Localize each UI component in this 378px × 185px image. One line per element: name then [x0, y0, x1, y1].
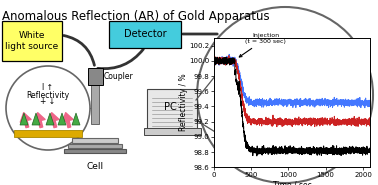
Polygon shape — [58, 113, 66, 125]
Circle shape — [6, 66, 90, 150]
FancyBboxPatch shape — [109, 21, 181, 48]
FancyBboxPatch shape — [72, 138, 118, 143]
Polygon shape — [46, 113, 54, 125]
Polygon shape — [72, 113, 80, 125]
Text: Detector: Detector — [124, 29, 166, 39]
FancyBboxPatch shape — [91, 84, 99, 124]
FancyArrowPatch shape — [34, 113, 45, 128]
FancyBboxPatch shape — [144, 127, 200, 134]
FancyBboxPatch shape — [87, 68, 102, 85]
Y-axis label: Reflectivity / %: Reflectivity / % — [179, 74, 188, 132]
Text: Cell: Cell — [87, 162, 104, 171]
Circle shape — [197, 7, 373, 183]
FancyBboxPatch shape — [147, 89, 197, 129]
Polygon shape — [32, 113, 40, 125]
FancyBboxPatch shape — [64, 149, 126, 153]
FancyArrowPatch shape — [20, 113, 31, 128]
FancyArrowPatch shape — [98, 49, 143, 69]
Text: I ↑: I ↑ — [42, 83, 54, 92]
Text: Anomalous Reflection (AR) of Gold Apparatus: Anomalous Reflection (AR) of Gold Appara… — [2, 10, 270, 23]
Text: PC: PC — [164, 102, 177, 112]
Text: Coupler: Coupler — [104, 72, 134, 81]
Text: White
light source: White light source — [5, 31, 59, 51]
FancyBboxPatch shape — [14, 130, 82, 137]
FancyArrowPatch shape — [48, 113, 59, 128]
FancyBboxPatch shape — [68, 144, 122, 148]
Text: Injection
(t = 300 sec): Injection (t = 300 sec) — [239, 33, 286, 57]
Text: Reflectivity: Reflectivity — [26, 90, 70, 100]
X-axis label: Time / sec: Time / sec — [273, 180, 311, 185]
FancyArrowPatch shape — [62, 113, 73, 128]
Polygon shape — [20, 113, 28, 125]
FancyArrowPatch shape — [64, 36, 94, 65]
FancyBboxPatch shape — [2, 21, 62, 61]
Text: + ↓: + ↓ — [40, 97, 56, 107]
